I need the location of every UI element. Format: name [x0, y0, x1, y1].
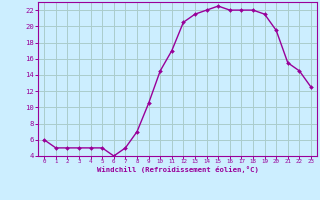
X-axis label: Windchill (Refroidissement éolien,°C): Windchill (Refroidissement éolien,°C) — [97, 166, 259, 173]
